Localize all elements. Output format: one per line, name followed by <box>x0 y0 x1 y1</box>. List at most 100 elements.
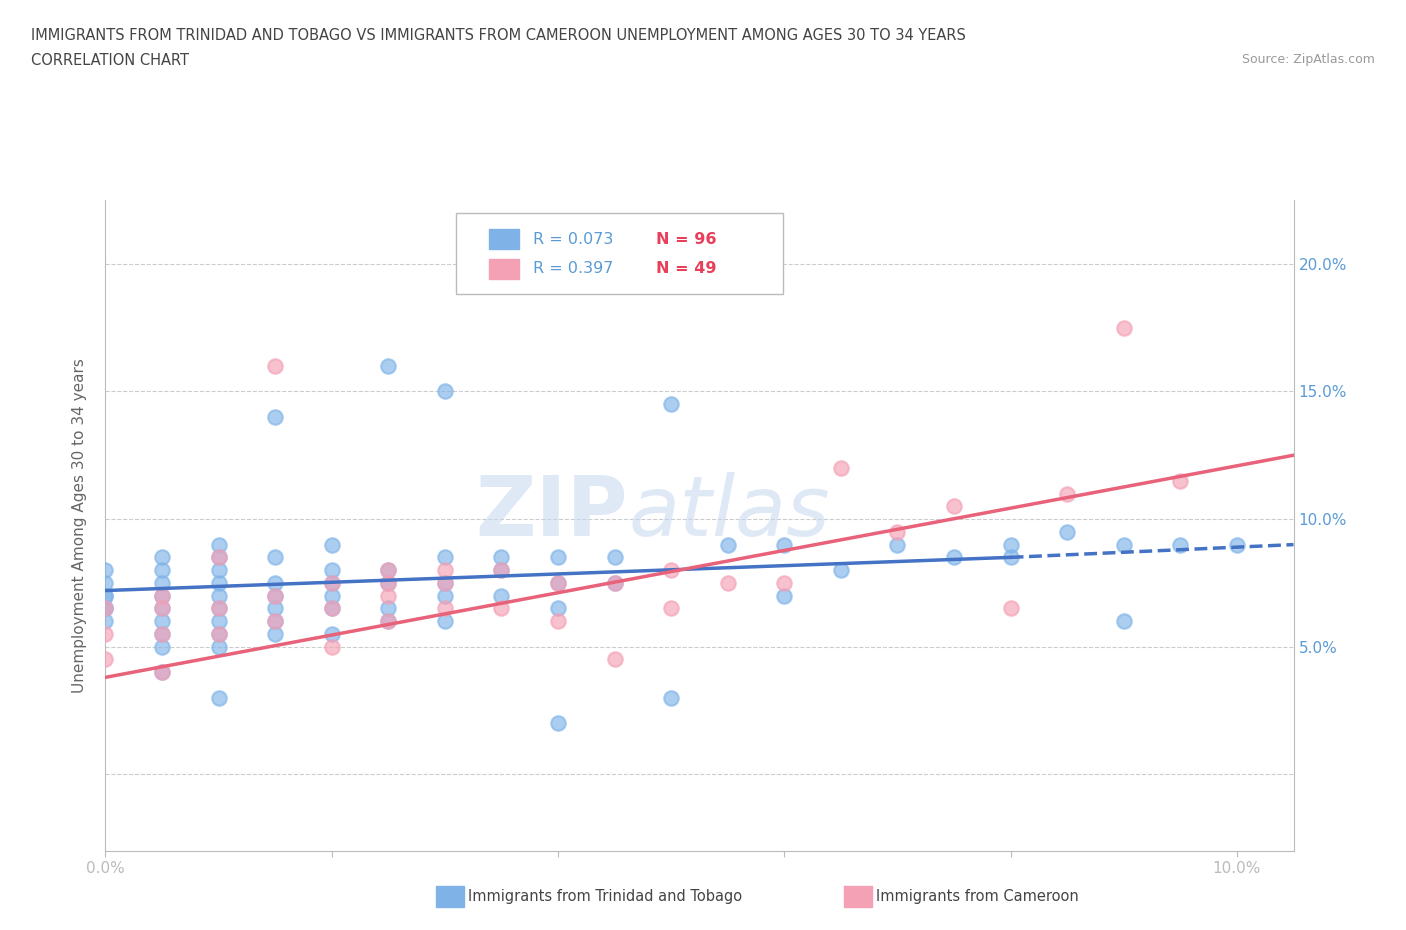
Point <box>377 563 399 578</box>
Point <box>773 576 796 591</box>
Point <box>150 563 173 578</box>
Point <box>1056 525 1078 539</box>
Text: IMMIGRANTS FROM TRINIDAD AND TOBAGO VS IMMIGRANTS FROM CAMEROON UNEMPLOYMENT AMO: IMMIGRANTS FROM TRINIDAD AND TOBAGO VS I… <box>31 28 966 43</box>
Point <box>659 563 682 578</box>
Point <box>150 665 173 680</box>
Point <box>1056 486 1078 501</box>
Point <box>207 550 229 565</box>
Point <box>94 588 117 603</box>
Bar <box>489 230 519 249</box>
Point <box>207 690 229 705</box>
Point <box>207 601 229 616</box>
Point <box>547 576 569 591</box>
Point <box>1000 550 1022 565</box>
Point <box>94 601 117 616</box>
Point <box>94 652 117 667</box>
Point <box>547 550 569 565</box>
Point <box>264 627 287 642</box>
Point <box>1112 614 1135 629</box>
Point <box>830 563 852 578</box>
Text: ZIP: ZIP <box>475 472 628 553</box>
Point <box>717 538 740 552</box>
Point <box>150 588 173 603</box>
Point <box>264 614 287 629</box>
Point <box>94 588 117 603</box>
Point <box>321 563 343 578</box>
Point <box>603 652 626 667</box>
Point <box>773 538 796 552</box>
Point <box>491 563 513 578</box>
Point <box>321 538 343 552</box>
Point <box>377 601 399 616</box>
Point <box>433 588 456 603</box>
Point <box>603 576 626 591</box>
Point <box>321 601 343 616</box>
Point <box>433 384 456 399</box>
Point <box>94 627 117 642</box>
Point <box>1226 538 1249 552</box>
Point <box>150 601 173 616</box>
Point <box>830 460 852 475</box>
Point <box>207 627 229 642</box>
Point <box>264 576 287 591</box>
Point <box>150 627 173 642</box>
Point <box>433 576 456 591</box>
Point <box>264 614 287 629</box>
Text: atlas: atlas <box>628 472 830 553</box>
Point <box>94 614 117 629</box>
Point <box>491 550 513 565</box>
Text: Immigrants from Cameroon: Immigrants from Cameroon <box>876 889 1078 904</box>
Point <box>377 563 399 578</box>
Point <box>264 601 287 616</box>
Point <box>207 550 229 565</box>
Point <box>659 397 682 412</box>
Point <box>207 639 229 654</box>
Point <box>433 576 456 591</box>
Point <box>547 716 569 731</box>
Point <box>433 550 456 565</box>
Bar <box>489 259 519 279</box>
Point <box>207 588 229 603</box>
Point <box>659 690 682 705</box>
Point <box>264 588 287 603</box>
Point <box>207 563 229 578</box>
Point <box>1170 473 1192 488</box>
Point <box>150 550 173 565</box>
Point <box>321 627 343 642</box>
Point <box>547 576 569 591</box>
Point <box>150 614 173 629</box>
Point <box>207 601 229 616</box>
Point <box>547 601 569 616</box>
Point <box>94 576 117 591</box>
Text: R = 0.397: R = 0.397 <box>533 261 613 276</box>
Point <box>377 588 399 603</box>
Point <box>321 639 343 654</box>
Point <box>150 588 173 603</box>
Point <box>603 576 626 591</box>
Point <box>150 665 173 680</box>
Point <box>207 627 229 642</box>
Point <box>321 588 343 603</box>
Point <box>207 538 229 552</box>
Point <box>943 498 966 513</box>
Point <box>377 576 399 591</box>
Point <box>321 576 343 591</box>
Point <box>321 601 343 616</box>
Point <box>94 601 117 616</box>
Point <box>264 588 287 603</box>
Point <box>717 576 740 591</box>
Point <box>94 563 117 578</box>
Point <box>1000 601 1022 616</box>
Text: N = 49: N = 49 <box>655 261 716 276</box>
Point <box>491 563 513 578</box>
Text: Source: ZipAtlas.com: Source: ZipAtlas.com <box>1241 53 1375 66</box>
Point <box>603 550 626 565</box>
Point <box>491 588 513 603</box>
Point <box>377 576 399 591</box>
Y-axis label: Unemployment Among Ages 30 to 34 years: Unemployment Among Ages 30 to 34 years <box>72 358 87 693</box>
Point <box>150 576 173 591</box>
Point <box>886 538 908 552</box>
Point <box>547 614 569 629</box>
Point <box>1112 538 1135 552</box>
Point <box>433 563 456 578</box>
